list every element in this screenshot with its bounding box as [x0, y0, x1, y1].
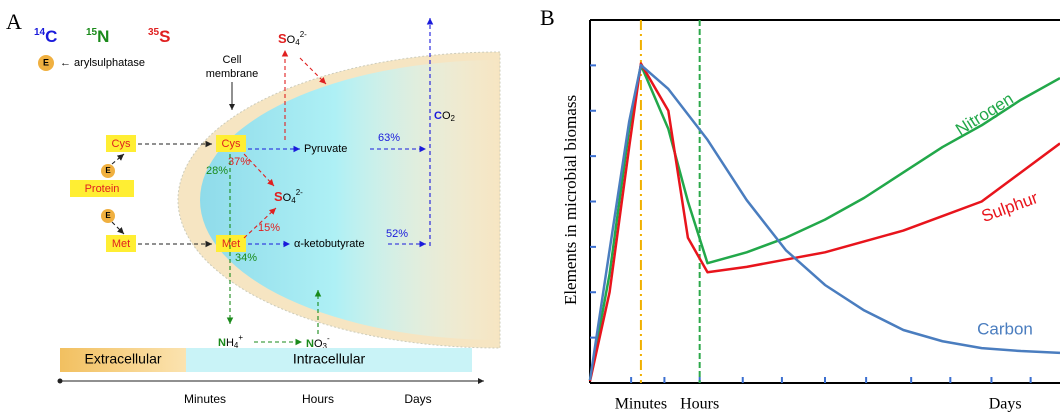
- met: Met: [112, 238, 130, 250]
- panel-b: B Elements in microbial biomass Minutes H…: [540, 5, 1060, 413]
- box: [106, 135, 136, 152]
- percentage: 37%: [228, 156, 250, 168]
- enzyme-icon: [101, 164, 115, 178]
- sulfate: SO42-: [274, 188, 303, 205]
- enzyme-icon: [38, 55, 54, 71]
- nitrate: NO3-: [306, 334, 330, 351]
- enzyme: E: [105, 211, 111, 220]
- percentage: 34%: [235, 252, 257, 264]
- percentage: 63%: [378, 132, 400, 144]
- x-tick-label: Days: [989, 396, 1022, 413]
- arrow: [299, 57, 327, 85]
- met: Met: [222, 238, 240, 250]
- box: [216, 235, 246, 252]
- enzyme: E: [43, 57, 49, 67]
- series-line: [588, 63, 1060, 381]
- box: [216, 135, 246, 152]
- phase-box: [186, 348, 472, 372]
- phase-box: [60, 348, 186, 372]
- y-axis-label: Elements in microbial biomass: [561, 95, 580, 305]
- percentage: 52%: [386, 228, 408, 240]
- cys: Cys: [112, 138, 131, 150]
- ammonium: NH4+: [218, 333, 243, 350]
- cell-interior: [200, 60, 500, 340]
- box: [70, 180, 134, 197]
- cys: Cys: [222, 138, 241, 150]
- arrow: [243, 153, 275, 187]
- x-tick-label: Minutes: [615, 396, 667, 413]
- phase: Extracellular: [84, 351, 161, 367]
- protein: Protein: [85, 183, 120, 195]
- series-label: Sulphur: [979, 188, 1041, 226]
- panel-a: A 14C 15N 35S E ← arylsulphatase Cell me…: [6, 9, 501, 406]
- series-label: Nitrogen: [952, 89, 1017, 139]
- enzyme-icon: [101, 209, 115, 223]
- timeline-start: [57, 378, 63, 384]
- ketobutyrate: α-ketobutyrate: [294, 238, 365, 250]
- percentage: 28%: [206, 165, 228, 177]
- time-label: Minutes: [184, 392, 226, 406]
- series-line: [588, 62, 1060, 382]
- arrow: [111, 221, 125, 235]
- time-label: Hours: [302, 392, 334, 406]
- enzyme: E: [105, 166, 111, 175]
- series-label: Carbon: [977, 319, 1033, 338]
- arrow: [111, 153, 125, 165]
- pyruvate: Pyruvate: [304, 143, 347, 155]
- co2: CO2: [434, 110, 456, 123]
- phase: Intracellular: [293, 351, 366, 367]
- membrane-label: Cell: [223, 54, 242, 66]
- membrane-label: membrane: [206, 68, 259, 80]
- arrow: [243, 207, 277, 239]
- percentage: 15%: [258, 222, 280, 234]
- sulfate: SO42-: [278, 30, 307, 47]
- isotope: 35S: [148, 27, 170, 47]
- time-label: Days: [404, 392, 431, 406]
- panel-label: B: [540, 5, 555, 30]
- isotope: 14C: [34, 27, 57, 47]
- isotope: 15N: [86, 27, 109, 47]
- box: [106, 235, 136, 252]
- enzyme-name: ← arylsulphatase: [60, 57, 145, 69]
- x-tick-label: Hours: [680, 396, 719, 413]
- panel-label: A: [6, 9, 22, 34]
